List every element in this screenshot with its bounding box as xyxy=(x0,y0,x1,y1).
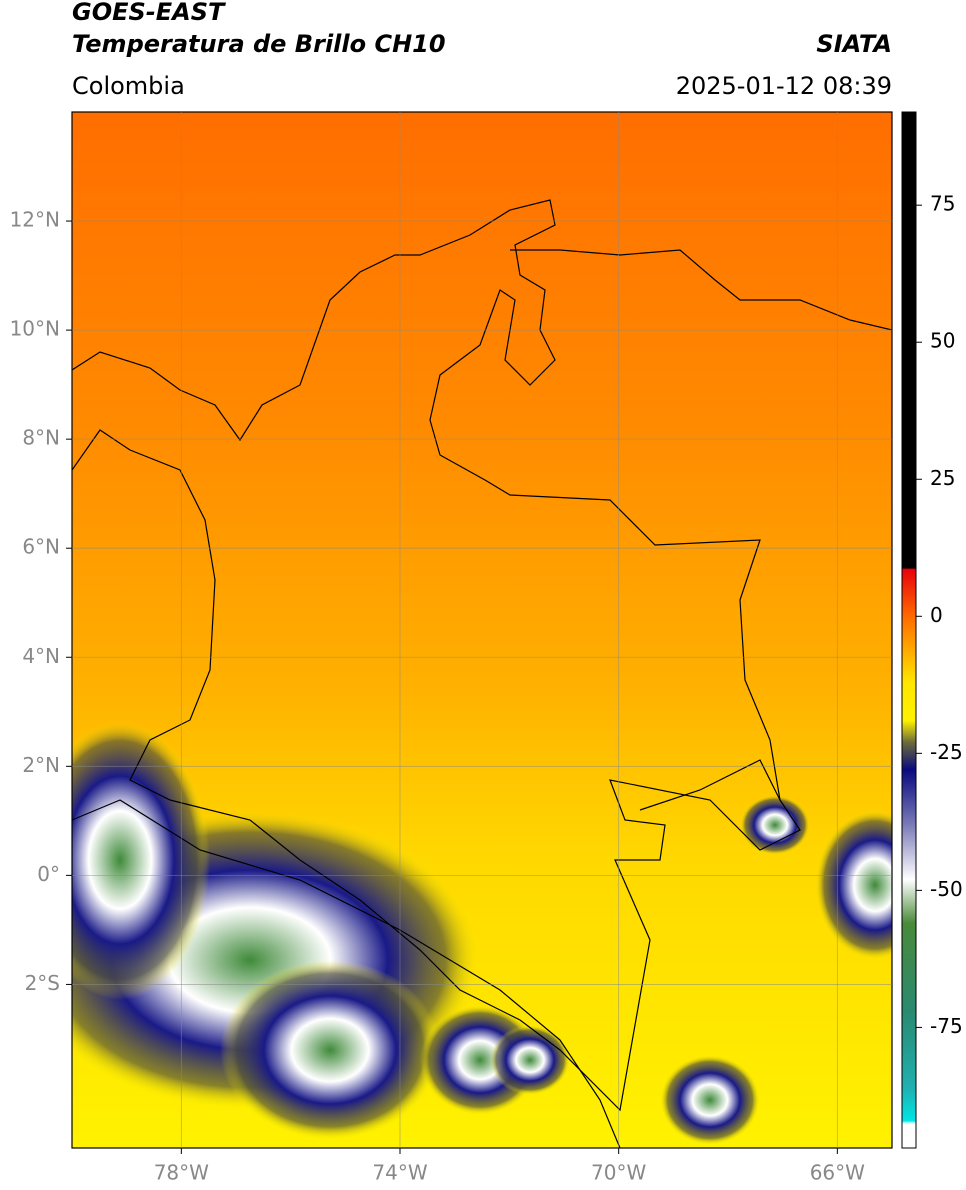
x-tick-label: 66°W xyxy=(810,1161,865,1185)
colorbar xyxy=(901,111,917,1149)
colorbar-label: 50 xyxy=(930,329,955,353)
x-tick-label: 74°W xyxy=(372,1161,427,1185)
colorbar-label: -50 xyxy=(930,877,963,901)
y-tick-label: 10°N xyxy=(10,317,60,341)
colorbar-label: 0 xyxy=(930,603,943,627)
y-tick-label: 2°S xyxy=(25,971,60,995)
subtitle: Temperatura de Brillo CH10 xyxy=(72,30,446,58)
colorbar-label: 25 xyxy=(930,466,955,490)
map-frame xyxy=(71,111,893,1149)
timestamp: 2025-01-12 08:39 xyxy=(676,72,892,100)
satellite-image xyxy=(72,112,892,1148)
x-tick-label: 78°W xyxy=(154,1161,209,1185)
colorbar-label: 75 xyxy=(930,192,955,216)
y-tick-label: 0° xyxy=(37,862,60,886)
y-tick-label: 12°N xyxy=(10,208,60,232)
title: GOES-EAST xyxy=(72,0,226,26)
colorbar-label: -75 xyxy=(930,1014,963,1038)
y-tick-label: 8°N xyxy=(22,426,60,450)
y-tick-label: 4°N xyxy=(22,644,60,668)
colorbar-label: -25 xyxy=(930,740,963,764)
source: SIATA xyxy=(816,30,892,58)
x-tick-label: 70°W xyxy=(591,1161,646,1185)
y-tick-label: 6°N xyxy=(22,535,60,559)
region: Colombia xyxy=(72,72,185,100)
y-tick-label: 2°N xyxy=(22,753,60,777)
